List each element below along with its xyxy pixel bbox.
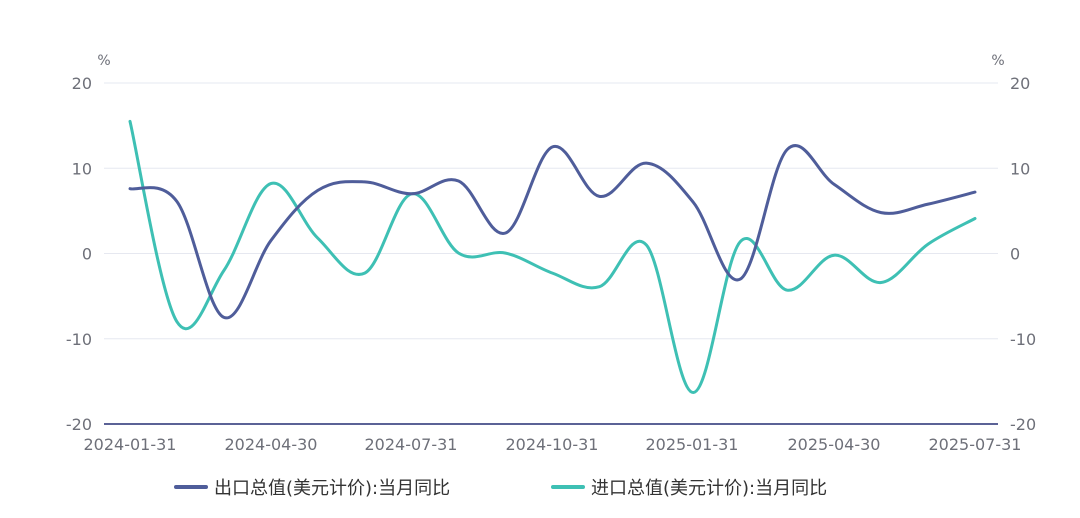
- series-line-imports: [128, 119, 977, 395]
- y-tick-label-right: -10: [1010, 330, 1036, 349]
- left-axis-unit: %: [97, 53, 110, 69]
- x-tick-label: 2025-04-30: [788, 435, 881, 454]
- x-tick-label: 2025-07-31: [929, 435, 1022, 454]
- y-tick-label-right: -20: [1010, 415, 1036, 434]
- series-lines: [128, 119, 977, 395]
- right-axis-unit: %: [991, 53, 1004, 69]
- series-line-exports: [128, 144, 977, 320]
- x-tick-label: 2025-01-31: [646, 435, 739, 454]
- legend-label: 出口总值(美元计价):当月同比: [214, 478, 450, 499]
- grid-lines: [104, 82, 998, 340]
- y-tick-label-left: 10: [72, 159, 92, 178]
- right-axis-ticks: 20 10 0 -10 -20: [1010, 74, 1036, 434]
- legend-label: 进口总值(美元计价):当月同比: [591, 478, 827, 499]
- x-tick-label: 2024-07-31: [365, 435, 458, 454]
- left-axis-ticks: 20 10 0 -10 -20: [66, 74, 92, 434]
- legend: 出口总值(美元计价):当月同比 进口总值(美元计价):当月同比: [174, 478, 827, 499]
- y-tick-label-right: 10: [1010, 159, 1030, 178]
- y-tick-label-right: 20: [1010, 74, 1030, 93]
- x-tick-label: 2024-04-30: [225, 435, 318, 454]
- y-tick-label-left: 0: [82, 245, 92, 264]
- x-tick-label: 2024-10-31: [506, 435, 599, 454]
- y-tick-label-left: -20: [66, 415, 92, 434]
- y-tick-label-left: -10: [66, 330, 92, 349]
- x-axis-ticks: 2024-01-31 2024-04-30 2024-07-31 2024-10-31…: [84, 435, 1022, 454]
- y-tick-label-right: 0: [1010, 245, 1020, 264]
- y-tick-label-left: 20: [72, 74, 92, 93]
- x-tick-label: 2024-01-31: [84, 435, 177, 454]
